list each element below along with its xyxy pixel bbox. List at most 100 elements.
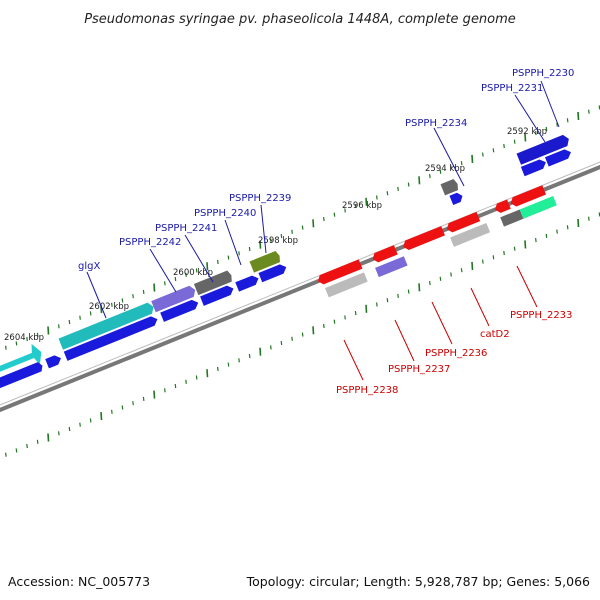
scale-tick	[47, 326, 50, 335]
gene-arrow[interactable]	[500, 209, 524, 227]
scale-tick	[471, 154, 474, 163]
scale-tick	[503, 250, 505, 256]
scale-tick	[566, 118, 569, 123]
gene-arrow[interactable]	[200, 284, 235, 306]
scale-tick	[513, 139, 516, 144]
gene-label[interactable]: PSPPH_2236	[425, 348, 487, 359]
scale-tick	[206, 262, 209, 271]
gene-arrow[interactable]	[58, 301, 156, 350]
scale-tick	[185, 379, 187, 384]
gene-arrow[interactable]	[151, 284, 197, 313]
gene-label[interactable]: PSPPH_2241	[155, 223, 217, 234]
scale-tick	[407, 182, 410, 187]
gene-arrow[interactable]	[258, 262, 288, 283]
scale-tick	[47, 433, 50, 442]
gene-arrow[interactable]	[371, 245, 398, 264]
gene-label[interactable]: PSPPH_2230	[512, 68, 574, 79]
gene-arrow[interactable]	[449, 191, 464, 206]
scale-tick	[68, 319, 71, 325]
gene-label[interactable]: glgX	[78, 261, 100, 272]
scale-tick	[248, 246, 251, 252]
scale-tick	[588, 109, 590, 114]
scale-tick	[195, 268, 198, 273]
gene-label[interactable]: PSPPH_2239	[229, 193, 291, 204]
scale-tick	[397, 186, 399, 191]
gene-arrow[interactable]	[316, 259, 363, 286]
leader-lines	[86, 80, 560, 381]
gene-label[interactable]: PSPPH_2231	[481, 83, 543, 94]
gene-arrow[interactable]	[249, 250, 282, 273]
scale-tick	[174, 276, 177, 282]
scale-tick	[291, 336, 293, 341]
gene-arrow[interactable]	[519, 195, 557, 219]
gene-arrow[interactable]	[450, 222, 491, 247]
gene-arrow[interactable]	[509, 185, 547, 208]
scale-tick	[301, 332, 304, 337]
scale-tick	[482, 259, 484, 264]
gene-label[interactable]: PSPPH_2233	[510, 310, 572, 321]
gene-label[interactable]: PSPPH_2237	[388, 364, 450, 375]
gene-arrow[interactable]	[0, 361, 44, 392]
gene-arrow[interactable]	[493, 199, 511, 214]
gene-labels-top: PSPPH_2230 PSPPH_2231 PSPPH_2234 PSPPH_2…	[78, 68, 574, 272]
kbp-label: 2592 kbp	[507, 127, 547, 137]
gene-arrows-reverse	[316, 185, 557, 298]
gene-arrow[interactable]	[401, 226, 445, 251]
scale-tick	[545, 126, 548, 131]
scale-tick	[301, 225, 304, 230]
scale-tick	[259, 347, 262, 356]
gene-arrow[interactable]	[193, 270, 234, 296]
gene-label[interactable]: PSPPH_2234	[405, 118, 467, 129]
scale-tick	[164, 281, 166, 286]
gene-arrow[interactable]	[440, 178, 460, 196]
scale-tick	[100, 412, 103, 421]
gene-label[interactable]: catD2	[480, 329, 510, 340]
scale-tick	[89, 418, 92, 423]
gene-arrow[interactable]	[63, 315, 160, 361]
gene-arrow[interactable]	[0, 342, 45, 386]
gene-arrow[interactable]	[325, 272, 368, 298]
kbp-label: 2594 kbp	[425, 164, 465, 174]
scale-tick	[460, 268, 463, 273]
gene-arrow[interactable]	[45, 353, 63, 369]
gene-label[interactable]: PSPPH_2240	[194, 208, 256, 219]
scale-tick	[418, 176, 421, 185]
gene-arrows-forward-inner	[0, 147, 573, 392]
scale-tick	[376, 195, 378, 200]
gene-arrow[interactable]	[235, 274, 260, 292]
scale-tick	[492, 148, 495, 153]
scale-tick	[429, 174, 431, 179]
scale-tick	[153, 390, 156, 399]
gene-label[interactable]: PSPPH_2242	[119, 237, 181, 248]
scale-tick	[111, 409, 113, 414]
scale-tick	[312, 326, 315, 335]
gene-arrow[interactable]	[445, 211, 481, 234]
scale-tick	[482, 152, 484, 157]
scale-tick	[471, 261, 474, 270]
accession-text: Accession: NC_005773	[8, 574, 150, 589]
scale-tick	[15, 341, 18, 346]
scale-tick	[164, 388, 166, 393]
gene-arrow[interactable]	[520, 158, 548, 177]
gene-arrow[interactable]	[160, 298, 200, 322]
gene-label[interactable]: PSPPH_2238	[336, 385, 398, 396]
scale-tick	[344, 208, 346, 213]
gene-arrow[interactable]	[516, 133, 572, 165]
scale-tick	[280, 234, 283, 239]
scale-tick	[429, 281, 431, 286]
scale-tick	[460, 161, 463, 166]
scale-tick	[450, 272, 452, 277]
scale-tick	[206, 369, 209, 378]
scale-tick	[556, 122, 558, 127]
genome-summary-text: Topology: circular; Length: 5,928,787 bp…	[246, 574, 590, 589]
scale-tick	[79, 315, 81, 320]
scale-tick	[227, 255, 230, 260]
gene-track	[0, 133, 573, 392]
gene-arrow[interactable]	[544, 147, 573, 167]
gene-arrow[interactable]	[375, 256, 408, 278]
scale-tick	[5, 345, 7, 350]
scale-tick	[121, 405, 124, 410]
scale-tick	[588, 216, 590, 221]
